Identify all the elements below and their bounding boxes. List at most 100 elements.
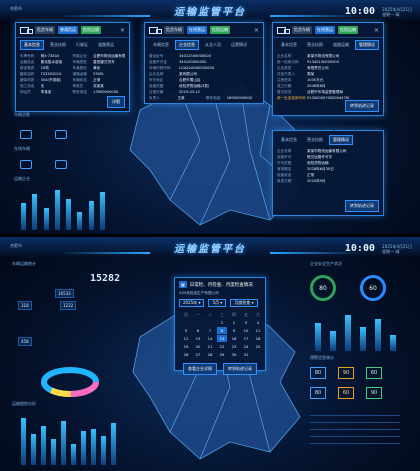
calendar-day[interactable]: 28 bbox=[207, 352, 213, 357]
badge-1: 危货车辆 bbox=[35, 26, 55, 34]
month-select[interactable]: 5月 ▾ bbox=[208, 299, 227, 307]
tab-driving[interactable]: 行驶证 bbox=[76, 42, 88, 47]
badge-1: 危货车辆 bbox=[292, 26, 312, 34]
tab-license[interactable]: 营业执照 bbox=[50, 42, 66, 47]
tab-management[interactable]: 管理情况 bbox=[355, 40, 379, 50]
weekday-header: 四 bbox=[232, 312, 236, 317]
calendar-day[interactable]: 31 bbox=[243, 352, 249, 357]
left-section-title-2: 运输趋势分析 bbox=[12, 401, 36, 406]
bar bbox=[77, 212, 83, 230]
calendar-day[interactable]: 11 bbox=[255, 328, 261, 333]
track-record-button[interactable]: 转到轨迹记录 bbox=[345, 200, 379, 212]
bar bbox=[40, 426, 46, 465]
track-record-button[interactable]: 转到轨迹记录 bbox=[223, 363, 257, 375]
calendar-panel: ▦ 日常检、月检查、月度检查情况 XXX危险品生产有限公司 2025年 ▾ 5月… bbox=[174, 277, 266, 375]
left-label-2: 在线车辆 bbox=[14, 146, 30, 151]
calendar-day[interactable]: 2 bbox=[232, 320, 236, 325]
calendar-day[interactable]: 23 bbox=[231, 344, 237, 349]
calendar-day[interactable]: 10 bbox=[243, 328, 249, 333]
info-row: 负责人 王某 联系电话 18900000000 bbox=[149, 96, 252, 100]
tab-operation[interactable]: 运营情况 bbox=[231, 42, 247, 47]
calendar-day[interactable]: 17 bbox=[243, 336, 249, 341]
calendar-day[interactable]: 25 bbox=[255, 344, 261, 349]
warning-icon bbox=[20, 160, 32, 169]
company-icon bbox=[55, 130, 67, 139]
right-section-title-2: 预警信息统计 bbox=[310, 355, 334, 360]
tab-vehicle[interactable]: 车辆信息 bbox=[153, 42, 169, 47]
stat-d: 458 bbox=[18, 337, 32, 346]
tab-basic[interactable]: 基本信息 bbox=[281, 42, 297, 47]
calendar-day[interactable]: 6 bbox=[196, 328, 200, 333]
calendar-day[interactable]: 13 bbox=[195, 336, 201, 341]
license-panel: 基本信息 营业执照 管理情况 企业名称 某某市物流运输有限公司 经营许可 皖交运管许… bbox=[272, 130, 384, 216]
calendar-day[interactable]: 12 bbox=[183, 336, 189, 341]
tab-management[interactable]: 管理情况 bbox=[329, 135, 353, 145]
screen-vehicle-detail: 运输监管平台 合肥市 10:00 2025年4月21日 星期一 晴 车辆总数 在线… bbox=[0, 0, 420, 234]
bar bbox=[99, 191, 105, 230]
tab-operation[interactable]: 道路营运 bbox=[98, 42, 114, 47]
calendar-day[interactable]: 3 bbox=[244, 320, 248, 325]
calendar-day[interactable]: 19 bbox=[183, 344, 189, 349]
truck-icon bbox=[277, 26, 290, 34]
bar bbox=[359, 327, 366, 351]
calendar-day[interactable]: 21 bbox=[207, 344, 213, 349]
tab-road[interactable]: 道路运输 bbox=[333, 42, 349, 47]
bar bbox=[20, 418, 26, 465]
bar bbox=[88, 200, 94, 230]
tab-license[interactable]: 营业执照 bbox=[307, 42, 323, 47]
close-icon[interactable]: ✕ bbox=[119, 26, 125, 34]
calendar-day[interactable]: 22 bbox=[219, 344, 225, 349]
track-record-button[interactable]: 转到轨迹记录 bbox=[345, 100, 379, 112]
calendar-day[interactable]: 16 bbox=[231, 336, 237, 341]
info-row: 所在地区 合肥市蜀山区 bbox=[149, 78, 201, 82]
truck-icon bbox=[149, 26, 162, 34]
calendar-day[interactable]: 20 bbox=[195, 344, 201, 349]
calendar-day[interactable]: 24 bbox=[243, 344, 249, 349]
clock: 10:00 bbox=[344, 6, 375, 17]
right-section-title: 企业安全生产状况 bbox=[310, 261, 342, 266]
calendar-day[interactable]: 8 bbox=[217, 327, 227, 334]
info-row: 企业名称 某某市物流有限公司 bbox=[277, 54, 340, 58]
close-icon[interactable]: ✕ bbox=[373, 26, 379, 34]
info-row: 统一信用代码 91340100000000 bbox=[277, 60, 340, 64]
tab-basic[interactable]: 基本信息 bbox=[20, 40, 44, 50]
panel-header: 危货车辆 在线营运 危险运输 ✕ bbox=[145, 23, 263, 38]
company-name: XXX危险品生产有限公司 bbox=[179, 291, 219, 295]
tab-staff[interactable]: 从业人员 bbox=[205, 42, 221, 47]
detail-button[interactable]: 详细 bbox=[107, 96, 125, 108]
calendar-day[interactable]: 14 bbox=[207, 336, 213, 341]
bar bbox=[50, 439, 56, 465]
close-icon[interactable]: ✕ bbox=[253, 26, 259, 34]
badge-1: 危货车辆 bbox=[164, 26, 184, 34]
view-company-button[interactable]: 查看企业详情 bbox=[183, 363, 217, 375]
tab-basic[interactable]: 基本信息 bbox=[281, 137, 297, 142]
calendar-day[interactable]: 1 bbox=[220, 320, 224, 325]
badge-2: 普通货运 bbox=[58, 26, 78, 34]
calendar-day[interactable]: 5 bbox=[184, 328, 188, 333]
calendar-day[interactable]: 4 bbox=[256, 320, 260, 325]
tab-enterprise[interactable]: 企业信息 bbox=[175, 40, 199, 50]
calendar-day[interactable]: 26 bbox=[183, 352, 189, 357]
calendar-day[interactable]: 15 bbox=[217, 335, 227, 342]
bar bbox=[54, 189, 60, 230]
info-row: 企业类型 有限责任公司 bbox=[277, 66, 329, 70]
calendar-day[interactable]: 27 bbox=[195, 352, 201, 357]
calendar-day[interactable]: 29 bbox=[219, 352, 225, 357]
calendar-buttons: 查看企业详情 转到轨迹记录 bbox=[175, 363, 265, 375]
calendar-day[interactable]: 18 bbox=[255, 336, 261, 341]
region-map[interactable] bbox=[120, 70, 320, 230]
mode-select[interactable]: 月度检查 ▾ bbox=[230, 299, 258, 307]
calendar-day bbox=[253, 351, 263, 358]
calendar-day[interactable]: 9 bbox=[232, 328, 236, 333]
calendar-day[interactable]: 30 bbox=[231, 352, 237, 357]
year-select[interactable]: 2025年 ▾ bbox=[179, 299, 205, 307]
info-row: 有效期至 2028年6月30日 bbox=[277, 167, 334, 171]
calendar-controls: 2025年 ▾ 5月 ▾ 月度检查 ▾ bbox=[175, 296, 265, 310]
weekday-header: 二 bbox=[208, 312, 212, 317]
vehicle-detail-panel: 危货车辆 普通货运 危险运输 ✕ 基本信息 营业执照 行驶证 道路营运 车牌号码… bbox=[15, 22, 130, 112]
calendar-day[interactable]: 7 bbox=[208, 328, 212, 333]
tab-license[interactable]: 营业执照 bbox=[307, 137, 323, 142]
badge-2: 在线营运 bbox=[315, 26, 335, 34]
bar bbox=[80, 431, 86, 465]
